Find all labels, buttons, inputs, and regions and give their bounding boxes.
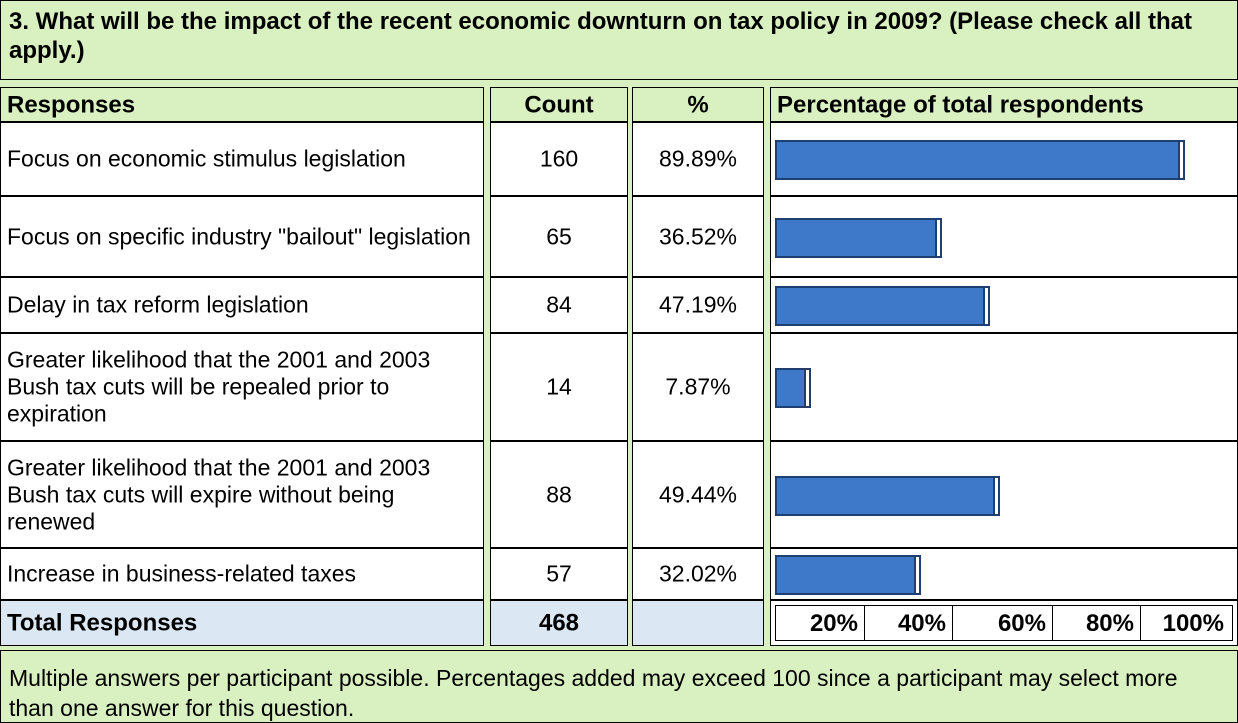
response-label: Greater likelihood that the 2001 and 200… xyxy=(0,441,484,548)
response-percent: 32.02% xyxy=(632,548,764,600)
response-percent: 47.19% xyxy=(632,277,764,333)
response-bar xyxy=(775,368,811,408)
response-count: 65 xyxy=(490,196,628,277)
scale-tick-label: 40% xyxy=(864,606,952,640)
response-label: Increase in business-related taxes xyxy=(0,548,484,600)
header-count: Count xyxy=(490,87,628,122)
total-percent-empty xyxy=(632,600,764,646)
total-count: 468 xyxy=(490,600,628,646)
response-bar xyxy=(775,555,921,595)
response-bar-cell xyxy=(770,196,1238,277)
response-label: Greater likelihood that the 2001 and 200… xyxy=(0,333,484,441)
response-percent: 89.89% xyxy=(632,122,764,196)
response-count: 57 xyxy=(490,548,628,600)
response-label: Delay in tax reform legislation xyxy=(0,277,484,333)
response-bar xyxy=(775,140,1185,180)
response-bar xyxy=(775,476,1000,516)
header-responses: Responses xyxy=(0,87,484,122)
response-bar-cell xyxy=(770,441,1238,548)
response-percent: 36.52% xyxy=(632,196,764,277)
scale-tick-label: 20% xyxy=(776,606,864,640)
scale-tick-label: 60% xyxy=(952,606,1052,640)
scale-tick-label: 80% xyxy=(1052,606,1140,640)
response-count: 160 xyxy=(490,122,628,196)
question-text: 3. What will be the impact of the recent… xyxy=(9,7,1237,65)
footnote: Multiple answers per participant possibl… xyxy=(0,650,1238,723)
response-bar xyxy=(775,286,990,326)
response-percent: 7.87% xyxy=(632,333,764,441)
header-bar: Percentage of total respondents xyxy=(770,87,1238,122)
response-label: Focus on economic stimulus legislation xyxy=(0,122,484,196)
response-bar-cell xyxy=(770,333,1238,441)
response-bar xyxy=(775,218,942,258)
response-count: 88 xyxy=(490,441,628,548)
response-bar-cell xyxy=(770,277,1238,333)
response-percent: 49.44% xyxy=(632,441,764,548)
percent-scale: 20% 40% 60% 80% 100% xyxy=(770,600,1238,646)
response-label: Focus on specific industry "bailout" leg… xyxy=(0,196,484,277)
header-percent: % xyxy=(632,87,764,122)
footnote-text: Multiple answers per participant possibl… xyxy=(9,663,1227,723)
total-label: Total Responses xyxy=(0,600,484,646)
response-count: 14 xyxy=(490,333,628,441)
response-bar-cell xyxy=(770,122,1238,196)
question-title: 3. What will be the impact of the recent… xyxy=(0,0,1238,80)
response-bar-cell xyxy=(770,548,1238,600)
scale-tick-label: 100% xyxy=(1140,606,1230,640)
response-count: 84 xyxy=(490,277,628,333)
